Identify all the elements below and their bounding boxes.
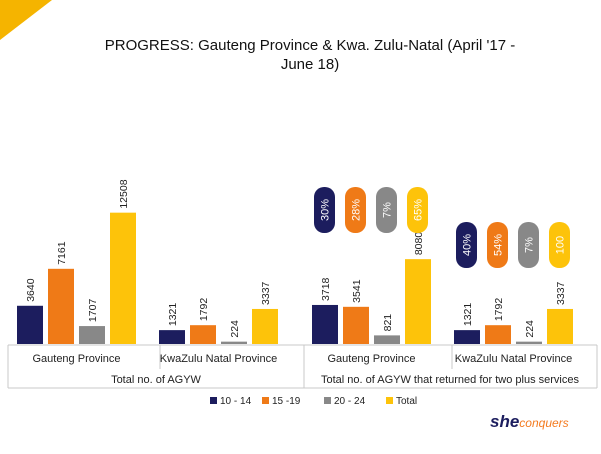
legend-label: 10 - 14 <box>220 396 252 407</box>
data-label: 3718 <box>320 277 332 301</box>
data-label: 1792 <box>493 298 505 322</box>
bar <box>159 330 185 344</box>
percent-badge <box>549 222 570 268</box>
data-label: 3640 <box>25 278 37 302</box>
percent-badge <box>407 187 428 233</box>
brand-part-1: she <box>490 412 520 431</box>
data-label: 3337 <box>260 281 272 305</box>
percent-badge <box>376 187 397 233</box>
bar <box>374 335 400 344</box>
bar <box>79 326 105 344</box>
data-label: 1321 <box>462 303 474 327</box>
data-label: 224 <box>229 320 241 338</box>
legend-label: Total <box>396 396 417 407</box>
legend-swatch <box>386 397 393 404</box>
percent-badge <box>518 222 539 268</box>
percent-badge <box>314 187 335 233</box>
bar <box>48 268 74 344</box>
percent-badge-label: 28% <box>351 199 363 221</box>
category-label: Gauteng Province <box>32 353 120 365</box>
she-conquers-logo: sheconquers <box>490 412 569 432</box>
data-label: 8080 <box>413 232 425 256</box>
bar <box>405 259 431 344</box>
category-label: KwaZulu Natal Province <box>160 353 277 365</box>
bar <box>17 305 43 344</box>
category-label: Gauteng Province <box>327 353 415 365</box>
legend-swatch <box>262 397 269 404</box>
data-label: 1792 <box>198 298 210 322</box>
bar <box>221 341 247 344</box>
bar <box>190 325 216 344</box>
data-label: 3337 <box>555 281 567 305</box>
data-label: 12508 <box>118 179 130 208</box>
data-label: 3541 <box>351 279 363 303</box>
bar <box>252 308 278 344</box>
percent-badge <box>487 222 508 268</box>
percent-badge-label: 30% <box>320 199 332 221</box>
percent-badge-label: 54% <box>493 234 505 256</box>
bar <box>343 306 369 344</box>
corner-accent <box>0 0 52 40</box>
percent-badge-label: 7% <box>382 202 394 218</box>
data-label: 1321 <box>167 303 179 327</box>
data-label: 7161 <box>56 241 68 265</box>
title-line-2: June 18) <box>280 56 340 73</box>
data-label: 821 <box>382 314 394 332</box>
bar <box>485 325 511 344</box>
percent-badge <box>456 222 477 268</box>
percent-badge-label: 7% <box>524 237 536 253</box>
data-label: 224 <box>524 320 536 338</box>
bar <box>454 330 480 344</box>
percent-badge <box>345 187 366 233</box>
panel-label: Total no. of AGYW that returned for two … <box>321 374 580 386</box>
bar <box>516 341 542 344</box>
chart-title: PROGRESS: Gauteng Province & Kwa. Zulu-N… <box>60 36 560 74</box>
bar <box>312 304 338 344</box>
percent-badge-label: 65% <box>413 199 425 221</box>
legend-label: 20 - 24 <box>334 396 366 407</box>
percent-badge-label: 40% <box>462 234 474 256</box>
bar <box>110 212 136 344</box>
legend-swatch <box>324 397 331 404</box>
panel-label: Total no. of AGYW <box>111 374 201 386</box>
brand-part-2: conquers <box>519 416 569 430</box>
legend-swatch <box>210 397 217 404</box>
data-label: 1707 <box>87 299 99 323</box>
title-line-1: PROGRESS: Gauteng Province & Kwa. Zulu-N… <box>104 37 516 54</box>
category-label: KwaZulu Natal Province <box>455 353 572 365</box>
percent-badge-label: 100 <box>555 236 567 254</box>
bar <box>547 308 573 344</box>
legend-label: 15 -19 <box>272 396 301 407</box>
